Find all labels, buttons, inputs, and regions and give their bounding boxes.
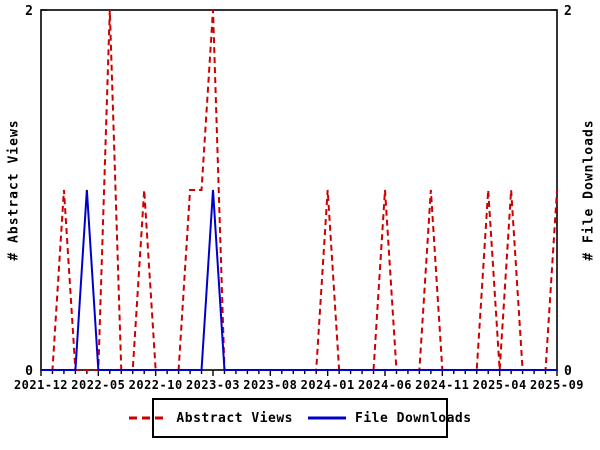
svg-text:2024-06: 2024-06	[358, 378, 412, 392]
svg-text:2024-01: 2024-01	[301, 378, 355, 392]
legend: Abstract Views File Downloads	[129, 398, 471, 438]
legend-label-abstract-views: Abstract Views	[176, 410, 293, 426]
legend-item-abstract-views: Abstract Views	[128, 411, 293, 426]
svg-text:2022-05: 2022-05	[71, 378, 125, 392]
svg-text:0: 0	[25, 364, 33, 379]
svg-text:2021-12: 2021-12	[14, 378, 68, 392]
file-downloads-line-sample	[308, 416, 346, 420]
svg-text:2: 2	[564, 4, 572, 19]
y-axis-label-right: # File Downloads	[581, 119, 597, 261]
svg-text:2023-08: 2023-08	[243, 378, 297, 392]
svg-text:2022-10: 2022-10	[129, 378, 183, 392]
svg-text:2023-03: 2023-03	[186, 378, 240, 392]
legend-item-file-downloads: File Downloads	[307, 411, 472, 426]
svg-text:2025-09: 2025-09	[530, 378, 584, 392]
legend-label-file-downloads: File Downloads	[355, 410, 472, 426]
y-axis-label-left: # Abstract Views	[6, 119, 22, 261]
svg-text:2025-04: 2025-04	[473, 378, 527, 392]
svg-text:2024-11: 2024-11	[415, 378, 469, 392]
svg-text:0: 0	[564, 364, 572, 379]
svg-text:2: 2	[25, 4, 33, 19]
abstract-views-line-sample	[129, 416, 168, 420]
